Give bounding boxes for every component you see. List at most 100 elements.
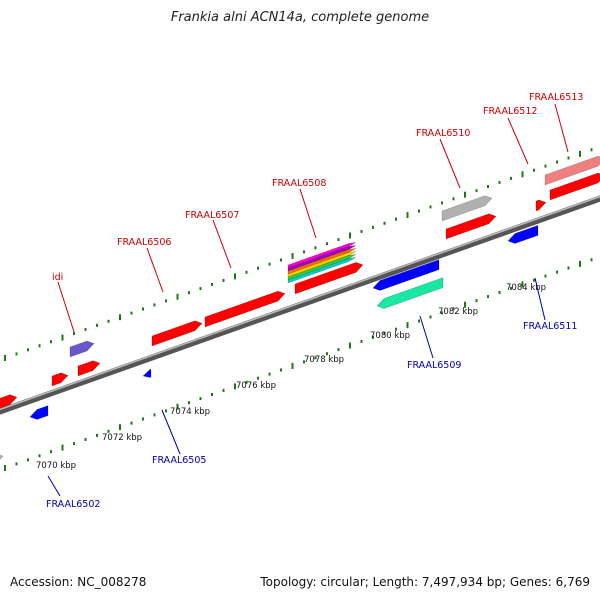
lower-track-dot [142, 417, 144, 421]
upper-track-dot [487, 185, 489, 189]
forward-gene-arrow[interactable] [549, 172, 600, 201]
forward-gene-arrow[interactable] [544, 155, 600, 186]
reverse-gene-label[interactable]: FRAAL6502 [46, 499, 100, 510]
upper-track-dot [38, 344, 41, 348]
lower-track-dot [418, 319, 420, 323]
upper-track-dot [222, 278, 225, 282]
reverse-leader-line [534, 277, 546, 321]
reverse-gene-arrow[interactable] [29, 405, 49, 420]
forward-gene-arrow[interactable] [287, 257, 357, 284]
upper-track-dot [119, 314, 121, 321]
forward-gene-arrow[interactable] [535, 199, 547, 212]
forward-gene-arrow[interactable] [287, 242, 357, 269]
upper-track-dot [326, 242, 328, 246]
forward-gene-arrow[interactable] [441, 195, 493, 222]
lower-track-dot [452, 307, 455, 311]
forward-leader-line [439, 138, 461, 189]
reverse-gene-label[interactable]: FRAAL6509 [407, 360, 461, 371]
lower-track-dot [314, 356, 317, 360]
forward-gene-label[interactable]: FRAAL6506 [117, 237, 171, 248]
gene-features[interactable] [0, 155, 600, 464]
upper-track-dot [15, 352, 18, 356]
reverse-gene-arrow[interactable] [142, 368, 152, 378]
forward-leader-line [554, 103, 569, 153]
lower-track-dot [153, 413, 156, 417]
forward-gene-arrow[interactable] [445, 213, 497, 240]
gene-labels[interactable]: idi FRAAL6506 FRAAL6507 FRAAL6508 FRAAL6510 F… [46, 92, 583, 510]
forward-gene-arrow[interactable] [287, 248, 357, 275]
tick-label: 7080 kbp [370, 331, 410, 341]
genome-summary-text: Topology: circular; Length: 7,497,934 bp… [260, 575, 590, 589]
forward-gene-label[interactable]: FRAAL6508 [272, 178, 326, 189]
tick-label: 7074 kbp [170, 407, 210, 417]
tick-label: 7076 kbp [236, 381, 276, 391]
upper-track-dot [395, 217, 397, 221]
upper-track-dot [84, 327, 87, 331]
forward-gene-arrow[interactable] [287, 251, 357, 278]
forward-gene-arrow[interactable] [77, 360, 101, 377]
upper-track-dot [475, 189, 478, 193]
upper-track-dot [153, 303, 156, 307]
forward-gene-arrow[interactable] [204, 290, 286, 328]
upper-track-dot [533, 168, 535, 172]
forward-gene-label[interactable]: idi [52, 272, 63, 283]
lower-track-dot [38, 454, 41, 458]
gene-label-leaders [47, 103, 569, 497]
upper-track-dot [257, 266, 259, 270]
forward-gene-arrow[interactable] [287, 254, 357, 281]
lower-track-dot [429, 315, 432, 319]
forward-gene-label[interactable]: FRAAL6512 [483, 106, 537, 117]
upper-track-dot [303, 250, 305, 254]
lower-track-dot [303, 360, 305, 364]
forward-gene-label[interactable]: FRAAL6507 [185, 210, 239, 221]
forward-gene-label[interactable]: FRAAL6510 [416, 128, 470, 139]
lower-track-dot [50, 450, 52, 454]
lower-scale-track [4, 258, 593, 471]
forward-gene-arrow[interactable] [51, 372, 69, 387]
reverse-gene-arrow[interactable] [372, 259, 440, 291]
lower-track-dot [464, 301, 466, 308]
upper-track-dot [4, 355, 6, 361]
upper-track-dot [372, 225, 374, 229]
upper-track-dot [27, 348, 29, 352]
forward-gene-arrow[interactable] [287, 245, 357, 272]
upper-track-dot [61, 334, 64, 341]
lower-track-dot [130, 421, 133, 425]
reverse-leader-line [419, 315, 434, 359]
lower-track-dot [84, 437, 87, 441]
upper-track-dot [498, 180, 501, 184]
reverse-gene-label[interactable]: FRAAL6511 [523, 321, 577, 332]
lower-track-dot [487, 295, 489, 299]
reverse-gene-arrow[interactable] [507, 224, 539, 244]
forward-gene-arrow[interactable] [0, 454, 4, 464]
upper-track-dot [245, 270, 248, 274]
upper-track-dot [96, 323, 98, 327]
forward-gene-label[interactable]: FRAAL6513 [529, 92, 583, 103]
lower-track-dot [475, 299, 478, 303]
forward-gene-arrow[interactable] [69, 340, 95, 358]
upper-track-dot [165, 299, 167, 303]
reverse-gene-arrow[interactable] [376, 277, 444, 309]
upper-track-dot [521, 171, 524, 178]
forward-leader-line [212, 219, 232, 269]
lower-track-dot [107, 429, 110, 433]
lower-track-dot [498, 290, 501, 294]
tick-label: 7072 kbp [102, 433, 142, 443]
lower-track-dot [326, 352, 328, 356]
reverse-leader-line [47, 475, 61, 497]
forward-gene-arrow[interactable] [0, 394, 18, 410]
upper-track-dot [314, 246, 317, 250]
forward-gene-arrow[interactable] [151, 320, 203, 347]
forward-gene-arrow[interactable] [294, 262, 364, 295]
upper-track-dot [441, 201, 443, 205]
lower-track-dot [544, 274, 547, 278]
lower-track-dot [245, 380, 248, 384]
accession-text: Accession: NC_008278 [10, 575, 147, 589]
upper-track-dot [567, 156, 570, 160]
upper-track-dot [556, 160, 558, 164]
lower-track-dot [257, 376, 259, 380]
tick-label: 7084 kbp [506, 283, 546, 293]
lower-track-dot [199, 397, 202, 401]
reverse-gene-label[interactable]: FRAAL6505 [152, 455, 206, 466]
